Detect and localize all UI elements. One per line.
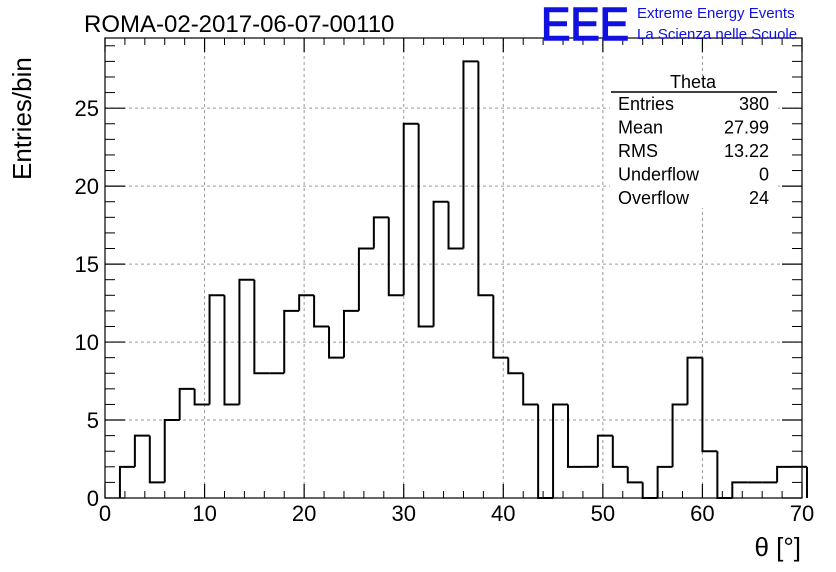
stats-value: 27.99 — [724, 118, 769, 138]
histogram-bin — [313, 295, 330, 328]
histogram-bin — [731, 481, 748, 498]
stats-value: 380 — [739, 94, 769, 114]
stats-rows: Entries 380 Mean 27.99 RMS 13.22 Underflow 0 Ove… — [618, 94, 769, 208]
histogram-bin — [357, 247, 374, 311]
stats-label: Underflow — [618, 165, 700, 185]
histogram-bin — [163, 419, 180, 483]
stats-label: Overflow — [618, 188, 690, 208]
y-tick-label: 20 — [75, 174, 99, 199]
stats-label: RMS — [618, 141, 658, 161]
y-tick-label: 10 — [75, 330, 99, 355]
histogram-bin — [477, 61, 494, 297]
y-tick-label: 15 — [75, 252, 99, 277]
histogram-bin — [716, 451, 733, 499]
stats-label: Entries — [618, 94, 674, 114]
y-tick-label: 25 — [75, 96, 99, 121]
x-tick-label: 0 — [99, 501, 111, 526]
histogram-bin — [238, 278, 255, 405]
histogram-bin — [567, 404, 583, 468]
histogram-bin — [372, 216, 389, 249]
histogram-bin — [641, 482, 658, 499]
histogram-bin — [133, 434, 150, 467]
histogram-bin — [492, 295, 509, 359]
stats-box: Theta Entries 380 Mean 27.99 RMS 13.22 Underfl… — [610, 72, 778, 208]
histogram-bin — [178, 387, 195, 421]
y-tick-label: 5 — [87, 408, 99, 433]
x-tick-label: 10 — [192, 501, 216, 526]
histogram-bin — [417, 123, 434, 328]
histogram-bin — [776, 465, 793, 483]
histogram-bin — [298, 294, 315, 311]
y-tick-label: 0 — [87, 486, 99, 511]
histogram-bin — [283, 309, 300, 374]
plot-frame — [104, 37, 803, 499]
histogram-bin — [626, 466, 643, 484]
stats-label: Mean — [618, 118, 663, 138]
histogram-bin — [208, 294, 225, 405]
histogram-bin — [701, 357, 718, 453]
y-axis-label: Entries/bin — [7, 57, 37, 180]
histogram-bin — [342, 309, 359, 358]
run-title: ROMA-02-2017-06-07-00110 — [84, 11, 394, 38]
x-tick-label: 40 — [491, 501, 515, 526]
eee-logo: EEE — [541, 0, 629, 50]
histogram-bin — [447, 201, 464, 250]
histogram-bin — [596, 434, 613, 467]
histogram-series — [118, 60, 808, 499]
x-tick-label: 70 — [790, 501, 814, 526]
x-tick-label: 20 — [292, 501, 316, 526]
histogram-bin — [223, 295, 240, 406]
histogram-bin — [118, 465, 135, 498]
stats-value: 24 — [749, 188, 769, 208]
histogram-bin — [522, 373, 539, 406]
project-name: Extreme Energy Events — [637, 5, 795, 22]
histogram-bin — [253, 279, 270, 375]
histogram-bin — [552, 403, 569, 498]
histogram-bin — [387, 217, 404, 297]
x-tick-label: 50 — [591, 501, 615, 526]
histogram-bin — [671, 403, 688, 467]
histogram-bin — [193, 388, 210, 406]
histogram-bin — [656, 465, 673, 498]
axis-ticks: 0 10 20 30 40 50 60 70 0 5 10 15 20 25 — [75, 38, 814, 526]
x-tick-label: 30 — [391, 501, 415, 526]
x-axis-label: θ [°] — [754, 532, 801, 562]
histogram-bin — [537, 404, 554, 499]
x-tick-label: 60 — [690, 501, 714, 526]
stats-value: 13.22 — [724, 141, 769, 161]
stats-value: 0 — [759, 165, 769, 185]
histogram-bin — [328, 326, 344, 359]
histogram-bin — [148, 435, 165, 484]
histogram-bin — [611, 435, 628, 468]
histogram-bin — [402, 122, 419, 296]
stats-title: Theta — [670, 72, 717, 92]
histogram-bin — [432, 200, 449, 327]
histogram-bin — [507, 357, 524, 375]
histogram-bin — [462, 60, 479, 249]
histogram-bin — [686, 356, 703, 405]
project-subtitle: La Scienza nelle Scuole — [637, 26, 797, 43]
